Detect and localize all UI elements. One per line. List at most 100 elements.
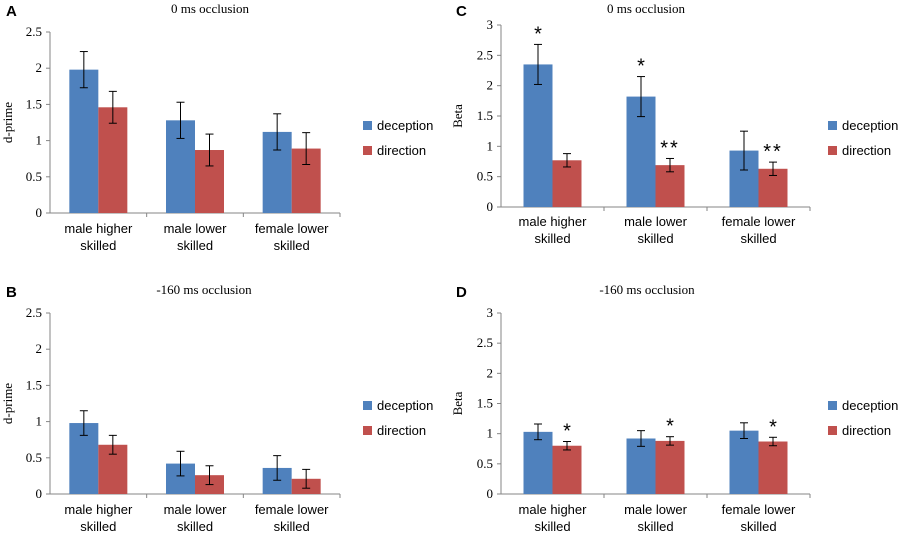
y-tick-label: 0 [36,205,43,220]
panel-letter: A [6,3,17,20]
y-axis-label: Beta [450,104,465,128]
category-label: male lower [164,502,228,517]
category-label: skilled [534,231,570,246]
y-tick-label: 2.5 [477,47,493,62]
y-tick-label: 0.5 [26,169,42,184]
legend-label: deception [842,398,898,413]
bar-deception [69,69,99,213]
y-tick-label: 0.5 [477,456,493,471]
category-label: female lower [722,214,796,229]
category-label: male lower [164,221,228,236]
panel-letter: B [6,284,17,301]
y-tick-label: 2.5 [26,305,42,320]
chart-panel-c: C 0 ms occlusion 0 0.5 1 1.5 2 2.5 3 Beta male hig… [450,1,898,246]
legend-label: direction [377,423,426,438]
category-label: skilled [274,519,310,534]
y-axis-label: d-prime [0,383,15,424]
y-tick-label: 3 [487,17,494,32]
category-label: skilled [80,238,116,253]
category-label: skilled [274,238,310,253]
chart-title: -160 ms occlusion [599,282,695,297]
y-axis-label: d-prime [0,102,15,143]
y-tick-label: 2.5 [26,24,42,39]
category-label: female lower [722,502,796,517]
y-tick-label: 1.5 [26,377,42,392]
y-tick-label: 2 [487,365,494,380]
category-label: skilled [740,231,776,246]
significance-marker: * [534,23,542,45]
legend-label: direction [377,143,426,158]
bar-deception [523,64,553,207]
y-tick-label: 1.5 [477,108,493,123]
y-tick-label: 1.5 [26,96,42,111]
bar-deception [523,431,553,494]
category-label: male lower [624,214,688,229]
y-tick-label: 2 [487,78,494,93]
chart-panel-a: A 0 ms occlusion 0 0.5 1 1.5 2 2.5 d-prime male h… [0,1,433,253]
category-label: male lower [624,502,688,517]
significance-marker: ** [660,137,680,159]
chart-title: 0 ms occlusion [607,1,685,16]
category-label: skilled [177,519,213,534]
legend-swatch-direction [828,146,837,155]
y-tick-label: 0 [36,486,43,501]
legend-label: deception [377,118,433,133]
y-tick-label: 0 [487,199,494,214]
chart-title: -160 ms occlusion [156,282,252,297]
significance-marker: * [769,416,777,438]
bar-direction [98,107,128,213]
bar-deception [626,438,656,494]
y-tick-label: 0 [487,486,494,501]
significance-marker: * [666,416,674,438]
significance-marker: * [563,421,571,443]
legend-swatch-deception [828,121,837,130]
y-tick-label: 1 [36,414,43,429]
y-tick-label: 2 [36,60,43,75]
bar-direction [655,440,685,494]
legend-swatch-direction [828,426,837,435]
chart-panel-b: B -160 ms occlusion 0 0.5 1 1.5 2 2.5 d-prime mal… [0,282,433,534]
significance-marker: * [637,56,645,78]
legend-swatch-deception [363,121,372,130]
category-label: female lower [255,502,329,517]
y-tick-label: 1 [487,138,494,153]
panel-letter: C [456,3,467,20]
y-tick-label: 2 [36,341,43,356]
bar-direction [552,160,582,207]
bar-deception [729,430,759,494]
bar-direction [552,445,582,494]
category-label: male higher [519,502,588,517]
category-label: female lower [255,221,329,236]
legend-label: direction [842,143,891,158]
y-tick-label: 1 [487,426,494,441]
legend-label: direction [842,423,891,438]
y-tick-label: 0.5 [26,450,42,465]
bar-direction [758,441,788,494]
category-label: skilled [80,519,116,534]
legend-label: deception [377,398,433,413]
y-tick-label: 1 [36,133,43,148]
legend-label: deception [842,118,898,133]
legend-swatch-deception [828,401,837,410]
chart-panel-d: D -160 ms occlusion 0 0.5 1 1.5 2 2.5 3 Beta male … [450,282,898,534]
y-tick-label: 0.5 [477,169,493,184]
y-axis-label: Beta [450,391,465,415]
category-label: skilled [534,519,570,534]
category-label: male higher [64,502,133,517]
y-tick-label: 3 [487,305,494,320]
legend-swatch-direction [363,146,372,155]
category-label: skilled [740,519,776,534]
y-tick-label: 1.5 [477,396,493,411]
legend-swatch-direction [363,426,372,435]
panel-letter: D [456,284,467,301]
category-label: male higher [519,214,588,229]
chart-title: 0 ms occlusion [171,1,249,16]
category-label: skilled [637,231,673,246]
category-label: skilled [177,238,213,253]
y-tick-label: 2.5 [477,335,493,350]
category-label: male higher [64,221,133,236]
category-label: skilled [637,519,673,534]
legend-swatch-deception [363,401,372,410]
significance-marker: ** [763,141,783,163]
